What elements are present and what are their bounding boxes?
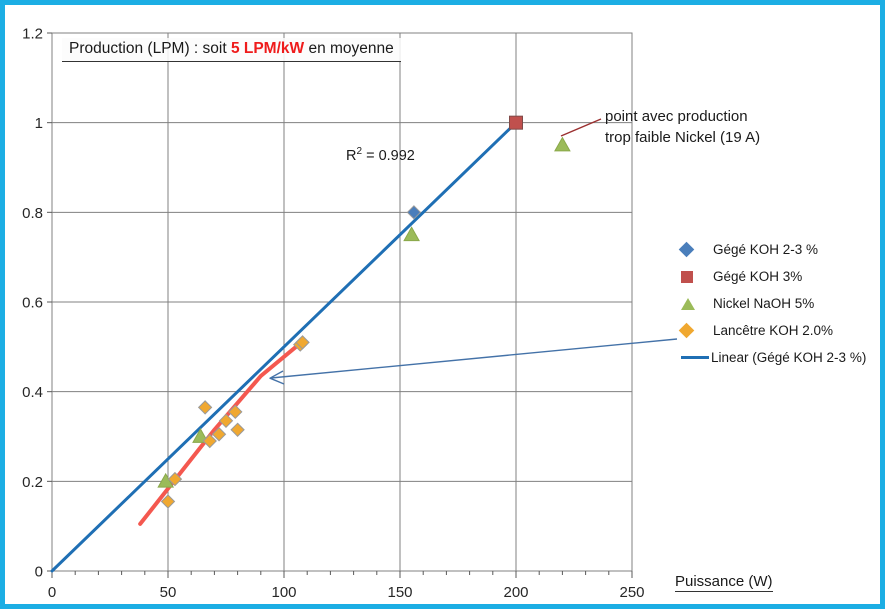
line-icon-glyph bbox=[681, 356, 709, 359]
legend-item[interactable]: Linear (Gégé KOH 2-3 %) bbox=[681, 344, 866, 371]
r-squared-prefix: R bbox=[346, 147, 357, 164]
legend-item-label: Gégé KOH 3% bbox=[713, 269, 803, 284]
note-line-1: point avec production bbox=[605, 108, 748, 125]
chart-title-suffix: en moyenne bbox=[304, 40, 394, 57]
r-squared-exponent: 2 bbox=[356, 146, 363, 157]
note-line-2: trop faible Nickel (19 A) bbox=[605, 129, 761, 147]
svg-text:0.4: 0.4 bbox=[22, 384, 43, 401]
svg-text:150: 150 bbox=[387, 584, 412, 601]
diamond-icon bbox=[678, 322, 711, 339]
r-squared-label: R2 = 0.992 bbox=[346, 146, 415, 164]
square-icon-glyph bbox=[681, 270, 693, 283]
legend-item-label: Nickel NaOH 5% bbox=[713, 296, 815, 311]
legend-item[interactable]: Gégé KOH 2-3 % bbox=[678, 236, 866, 263]
legend-item[interactable]: Lancêtre KOH 2.0% bbox=[678, 317, 866, 344]
r-squared-value: = 0.992 bbox=[362, 147, 415, 164]
svg-text:50: 50 bbox=[160, 584, 177, 601]
svg-text:0.8: 0.8 bbox=[22, 205, 43, 222]
low-production-note: point avec production trop faible Nickel… bbox=[605, 106, 760, 149]
svg-text:1.2: 1.2 bbox=[22, 26, 43, 43]
svg-text:0.2: 0.2 bbox=[22, 474, 43, 491]
legend-item-label: Lancêtre KOH 2.0% bbox=[713, 323, 834, 338]
axis-tick-labels: 0 0.2 0.4 0.6 0.8 1 1.2 0 50 100 150 200 250 bbox=[22, 26, 644, 602]
triangle-icon bbox=[681, 297, 711, 310]
legend-item-label: Gégé KOH 2-3 % bbox=[713, 242, 819, 257]
svg-text:1: 1 bbox=[35, 115, 43, 132]
triangle-icon-glyph bbox=[681, 297, 695, 310]
svg-text:250: 250 bbox=[619, 584, 644, 601]
chart-legend: Gégé KOH 2-3 % Gégé KOH 3% Nickel NaOH 5% L… bbox=[678, 236, 866, 371]
svg-text:0.6: 0.6 bbox=[22, 295, 43, 312]
x-axis-title: Puissance (W) bbox=[675, 573, 773, 592]
chart-canvas: 0 0.2 0.4 0.6 0.8 1 1.2 0 50 100 150 200 250 bbox=[22, 26, 678, 602]
diamond-icon bbox=[678, 241, 711, 258]
square-icon bbox=[681, 270, 711, 283]
chart-title-prefix: Production (LPM) : soit bbox=[69, 40, 231, 57]
svg-text:0: 0 bbox=[48, 584, 56, 601]
line-icon bbox=[681, 356, 711, 359]
diamond-icon-glyph bbox=[678, 322, 695, 339]
svg-text:200: 200 bbox=[503, 584, 528, 601]
svg-text:0: 0 bbox=[35, 564, 43, 581]
legend-item[interactable]: Gégé KOH 3% bbox=[681, 263, 866, 290]
chart-title-accent: 5 LPM/kW bbox=[230, 40, 305, 57]
chart-title: Production (LPM) : soit 5 LPM/kW en moye… bbox=[62, 38, 401, 62]
legend-item[interactable]: Nickel NaOH 5% bbox=[681, 290, 866, 317]
callout-lines bbox=[269, 118, 678, 385]
diamond-icon-glyph bbox=[678, 241, 695, 258]
axis-ticks bbox=[47, 32, 633, 578]
legend-item-label: Linear (Gégé KOH 2-3 %) bbox=[711, 350, 867, 365]
data-markers bbox=[157, 115, 571, 509]
gridlines bbox=[51, 32, 633, 572]
svg-text:100: 100 bbox=[271, 584, 296, 601]
